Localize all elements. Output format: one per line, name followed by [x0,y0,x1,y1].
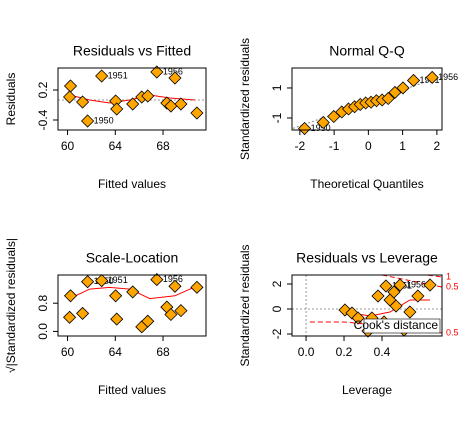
panel: Residuals vs Fitted Fitted values Residual… [4,43,207,191]
point [381,91,395,106]
curve [69,94,195,104]
plot-frame [57,67,207,131]
x-tick-label: -1 [329,139,340,153]
point-label: 1956 [438,72,458,82]
x-tick-label: 64 [109,139,123,153]
plot-frame [291,67,443,131]
panel-title: Residuals vs Fitted [73,43,191,59]
x-tick-label: 60 [61,139,75,153]
point [371,289,385,303]
point [168,279,182,293]
point [423,278,437,292]
point [316,115,330,130]
point [141,89,155,103]
y-axis-label: Standardized residuals [238,244,252,366]
point [411,289,425,303]
x-axis-label: Theoretical Quantiles [310,177,423,191]
point-label: 1951 [108,70,128,80]
point [174,304,188,318]
point-label: 1950 [94,115,114,125]
x-tick-label: 0.0 [298,345,315,359]
point [81,275,95,289]
point [63,79,78,93]
point [126,285,140,299]
point [379,279,393,293]
plot-frame [291,274,443,337]
point [95,274,109,288]
point [396,81,410,95]
point [63,289,78,303]
point-label: 1951 [108,275,128,285]
point [76,95,90,109]
x-tick-label: 0.2 [336,345,353,359]
legend-text: Cook's distance [354,318,439,332]
panel: Normal Q-Q Theoretical Quantiles Standardi… [238,38,458,191]
x-tick-label: 0 [365,139,372,153]
point [403,305,417,319]
point [126,97,140,111]
point [168,71,182,85]
point [109,289,123,303]
point-label: 1956 [406,279,426,289]
y-axis-label: √|Standardized residuals| [4,238,18,373]
point [95,69,109,83]
panel-title: Residuals vs Leverage [296,250,438,266]
y-axis-label: Standardized residuals [238,38,252,160]
point [164,307,178,322]
contour-label: 1 [446,271,451,281]
point [393,278,407,292]
point-label: 1956 [163,274,183,284]
point-label: 1950 [311,123,331,133]
panel: Residuals vs Leverage Leverage Standardize… [238,244,458,397]
point [76,306,90,320]
point [389,299,403,313]
point [298,121,312,136]
y-tick-label: -2 [270,328,284,339]
contour-label: 0.5 [446,327,459,337]
legend-box [363,318,441,334]
x-tick-label: 68 [156,345,170,359]
y-tick-label: -0.4 [36,109,50,130]
point [425,70,439,85]
point [150,273,164,287]
x-tick-label: 2 [434,139,441,153]
point [63,310,77,324]
y-tick-label: 0.2 [36,81,50,98]
panel-title: Scale-Location [86,250,179,266]
x-axis-label: Fitted values [98,177,166,191]
y-axis-label: Residuals [4,73,18,126]
x-tick-label: 0.4 [374,345,391,359]
x-tick-label: 68 [156,139,170,153]
point [190,106,204,120]
y-tick-label: 0 [270,305,284,312]
panel: Scale-Location Fitted values √|Standardize… [4,238,207,397]
x-tick-label: 60 [61,345,75,359]
x-axis-label: Leverage [342,383,392,397]
point-label: 1956 [163,66,183,76]
point [150,65,164,79]
point [110,312,124,326]
point [141,314,155,328]
x-tick-label: -2 [295,139,306,153]
y-tick-label: 2 [270,280,284,287]
contour-label: 0.5 [446,281,459,291]
point [351,311,365,325]
point [63,90,77,104]
plot-frame [57,274,207,337]
x-tick-label: 64 [109,345,123,359]
panel-title: Normal Q-Q [329,43,405,59]
point [174,97,188,111]
y-tick-label: 0.0 [36,323,50,340]
point [190,280,204,294]
y-tick-label: 0.8 [36,295,50,312]
point [110,102,124,116]
y-tick-label: 1 [270,84,284,91]
point [387,285,401,299]
y-tick-label: -1 [270,112,284,123]
point [81,114,95,128]
x-tick-label: 1 [399,139,406,153]
point [406,73,421,88]
x-axis-label: Fitted values [98,383,166,397]
